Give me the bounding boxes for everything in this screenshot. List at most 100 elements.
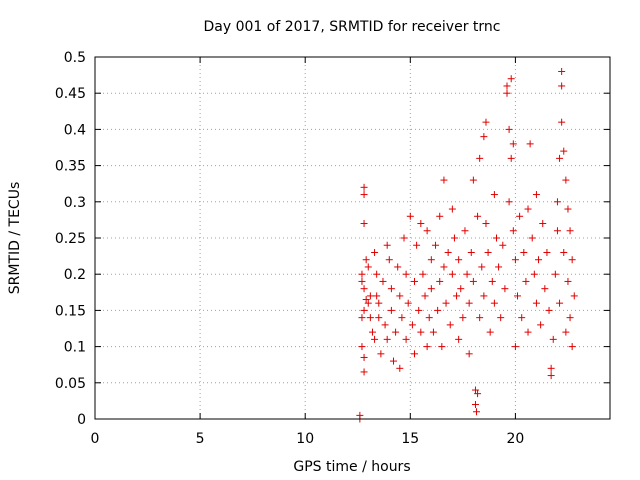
data-point xyxy=(480,133,488,141)
data-point xyxy=(547,372,555,380)
data-point xyxy=(408,321,416,329)
axis-ticks: 0 0.05 0.1 0.15 0.2 0.25 0.3 0.35 0.4 0.45 0.5 0 5 10… xyxy=(55,50,610,447)
y-tick-label: 0.15 xyxy=(55,303,86,319)
data-point xyxy=(402,270,410,278)
data-point xyxy=(404,299,412,307)
data-point xyxy=(549,335,557,343)
data-point xyxy=(377,350,385,358)
data-point xyxy=(383,241,391,249)
data-point xyxy=(503,89,511,97)
y-tick-label: 0.1 xyxy=(64,340,86,356)
data-point xyxy=(358,270,366,278)
y-tick-label: 0.4 xyxy=(64,122,86,138)
data-point xyxy=(423,343,431,351)
data-point xyxy=(562,176,570,184)
data-point xyxy=(455,256,463,264)
data-point xyxy=(455,335,463,343)
data-point xyxy=(476,154,484,162)
data-point xyxy=(360,285,368,293)
data-point xyxy=(514,292,522,300)
data-point xyxy=(360,368,368,376)
data-point xyxy=(497,314,505,322)
data-point xyxy=(417,328,425,336)
data-point xyxy=(562,328,570,336)
data-point xyxy=(553,227,561,235)
data-point xyxy=(411,277,419,285)
data-point xyxy=(473,408,481,416)
data-point xyxy=(379,277,387,285)
chart-title: Day 001 of 2017, SRMTID for receiver trn… xyxy=(204,19,501,35)
data-point xyxy=(526,140,534,148)
data-point xyxy=(467,248,475,256)
data-point xyxy=(427,285,435,293)
data-point xyxy=(360,220,368,228)
data-point xyxy=(524,205,532,213)
data-point xyxy=(402,335,410,343)
data-point xyxy=(532,299,540,307)
data-point xyxy=(356,411,364,419)
data-point xyxy=(478,263,486,271)
data-point xyxy=(471,401,479,409)
data-point xyxy=(358,314,366,322)
data-point xyxy=(474,390,482,398)
x-axis-label: GPS time / hours xyxy=(293,459,410,475)
data-point xyxy=(564,277,572,285)
x-tick-label: 0 xyxy=(91,431,100,447)
data-point xyxy=(358,277,366,285)
data-point xyxy=(421,292,429,300)
data-point xyxy=(553,198,561,206)
data-point xyxy=(558,118,566,126)
data-point xyxy=(360,353,368,361)
data-point xyxy=(505,198,513,206)
data-point xyxy=(511,343,519,351)
data-point xyxy=(518,314,526,322)
data-point xyxy=(381,321,389,329)
data-point xyxy=(480,292,488,300)
data-points xyxy=(356,67,578,423)
data-point xyxy=(490,191,498,199)
data-point xyxy=(368,328,376,336)
data-point xyxy=(362,296,370,304)
data-point xyxy=(560,248,568,256)
data-point xyxy=(541,285,549,293)
data-point xyxy=(482,118,490,126)
y-tick-label: 0.3 xyxy=(64,195,86,211)
data-point xyxy=(442,299,450,307)
data-point xyxy=(385,256,393,264)
data-point xyxy=(490,299,498,307)
data-point xyxy=(499,241,507,249)
data-point xyxy=(411,350,419,358)
data-point xyxy=(532,191,540,199)
data-point xyxy=(492,234,500,242)
data-point xyxy=(427,256,435,264)
data-point xyxy=(371,335,379,343)
data-point xyxy=(436,277,444,285)
data-point xyxy=(400,234,408,242)
data-point xyxy=(457,285,465,293)
data-point xyxy=(366,314,374,322)
data-point xyxy=(358,343,366,351)
data-point xyxy=(392,328,400,336)
data-point xyxy=(396,364,404,372)
data-point xyxy=(465,299,473,307)
data-point xyxy=(488,277,496,285)
data-point xyxy=(535,256,543,264)
data-point xyxy=(560,147,568,155)
data-point xyxy=(471,386,479,394)
data-point xyxy=(434,306,442,314)
data-point xyxy=(387,285,395,293)
data-point xyxy=(373,292,381,300)
y-tick-label: 0.25 xyxy=(55,231,86,247)
data-point xyxy=(373,270,381,278)
y-tick-label: 0.05 xyxy=(55,376,86,392)
data-point xyxy=(444,248,452,256)
x-tick-label: 5 xyxy=(196,431,205,447)
data-point xyxy=(419,270,427,278)
data-point xyxy=(375,299,383,307)
data-point xyxy=(509,227,517,235)
data-point xyxy=(495,263,503,271)
data-point xyxy=(507,154,515,162)
data-point xyxy=(524,328,532,336)
data-point xyxy=(509,140,517,148)
data-point xyxy=(364,263,372,271)
